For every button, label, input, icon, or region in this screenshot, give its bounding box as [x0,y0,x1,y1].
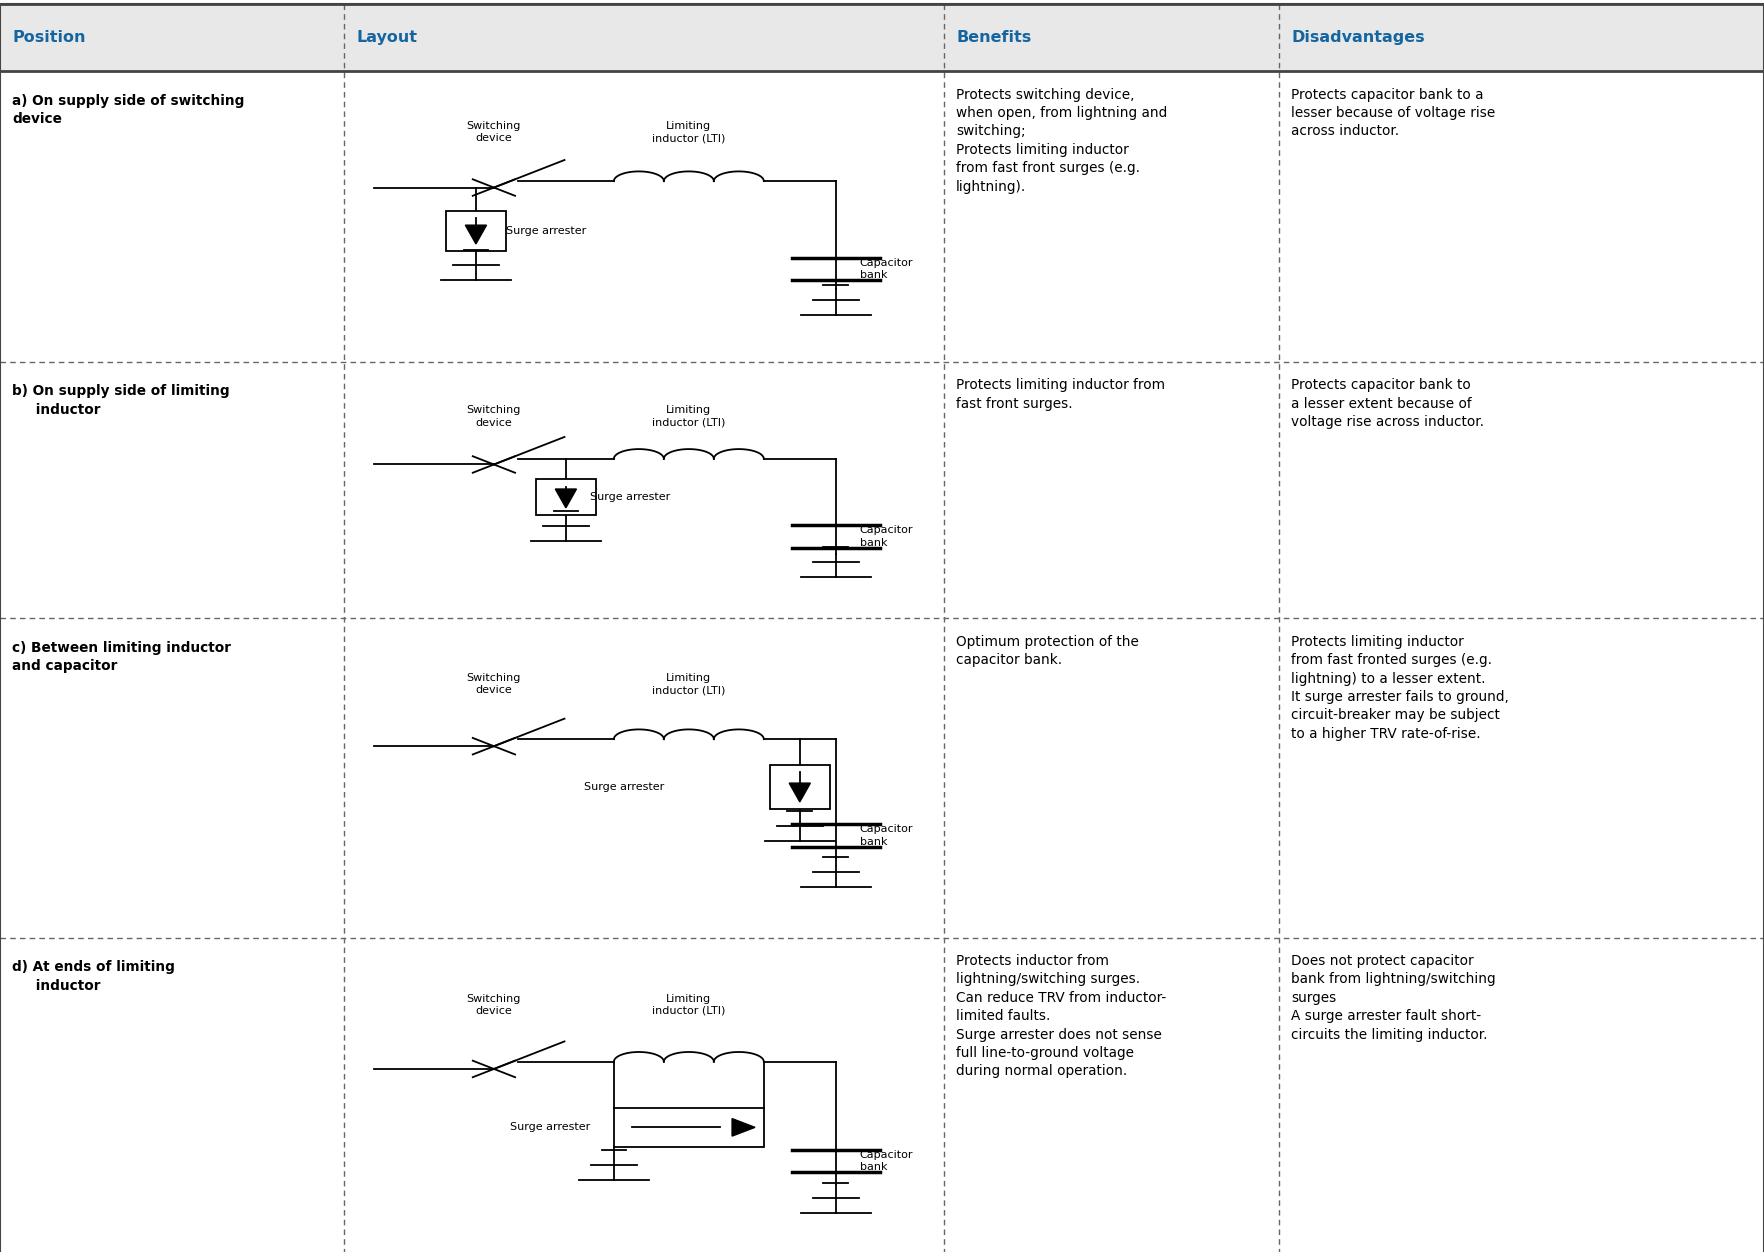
Text: b) On supply side of limiting
     inductor: b) On supply side of limiting inductor [12,384,229,417]
Text: Switching
device: Switching device [467,672,520,695]
Text: Surge arrester: Surge arrester [510,1122,589,1132]
Text: Switching
device: Switching device [467,406,520,428]
Polygon shape [466,225,487,244]
Bar [614,1108,764,1147]
Bar [0,71,1764,362]
Bar [0,4,1764,71]
Bar [0,938,1764,1252]
Text: Does not protect capacitor
bank from lightning/switching
surges
A surge arrester: Does not protect capacitor bank from lig… [1291,954,1496,1042]
Bar [0,362,1764,618]
Polygon shape [789,782,810,801]
Bar [536,480,596,516]
Text: Disadvantages: Disadvantages [1291,30,1425,45]
Text: Layout: Layout [356,30,418,45]
Text: a) On supply side of switching
device: a) On supply side of switching device [12,94,245,126]
Text: Limiting
inductor (LTI): Limiting inductor (LTI) [653,994,725,1015]
Text: Capacitor
bank: Capacitor bank [859,258,914,280]
Text: Protects limiting inductor from
fast front surges.: Protects limiting inductor from fast fro… [956,378,1166,411]
Text: Limiting
inductor (LTI): Limiting inductor (LTI) [653,406,725,428]
Text: Optimum protection of the
capacitor bank.: Optimum protection of the capacitor bank… [956,635,1140,667]
Bar [0,618,1764,938]
Text: Switching
device: Switching device [467,994,520,1015]
Text: Surge arrester: Surge arrester [589,492,670,502]
Text: Protects limiting inductor
from fast fronted surges (e.g.
lightning) to a lesser: Protects limiting inductor from fast fro… [1291,635,1510,741]
Text: Switching
device: Switching device [467,120,520,143]
Polygon shape [732,1118,755,1136]
Text: Limiting
inductor (LTI): Limiting inductor (LTI) [653,120,725,143]
Text: Capacitor
bank: Capacitor bank [859,1149,914,1172]
Text: Position: Position [12,30,86,45]
Bar [446,210,506,252]
Text: Protects inductor from
lightning/switching surges.
Can reduce TRV from inductor-: Protects inductor from lightning/switchi… [956,954,1166,1078]
Polygon shape [556,490,577,508]
Text: Limiting
inductor (LTI): Limiting inductor (LTI) [653,672,725,695]
Text: Protects capacitor bank to
a lesser extent because of
voltage rise across induct: Protects capacitor bank to a lesser exte… [1291,378,1484,429]
Text: Surge arrester: Surge arrester [506,227,586,237]
Text: c) Between limiting inductor
and capacitor: c) Between limiting inductor and capacit… [12,641,231,674]
Text: Capacitor
bank: Capacitor bank [859,525,914,547]
Text: Benefits: Benefits [956,30,1032,45]
Text: Protects switching device,
when open, from lightning and
switching;
Protects lim: Protects switching device, when open, fr… [956,88,1168,194]
Text: d) At ends of limiting
     inductor: d) At ends of limiting inductor [12,960,175,993]
Text: Capacitor
bank: Capacitor bank [859,824,914,846]
Text: Protects capacitor bank to a
lesser because of voltage rise
across inductor.: Protects capacitor bank to a lesser beca… [1291,88,1496,139]
Text: Surge arrester: Surge arrester [584,782,663,793]
Bar [769,765,829,809]
